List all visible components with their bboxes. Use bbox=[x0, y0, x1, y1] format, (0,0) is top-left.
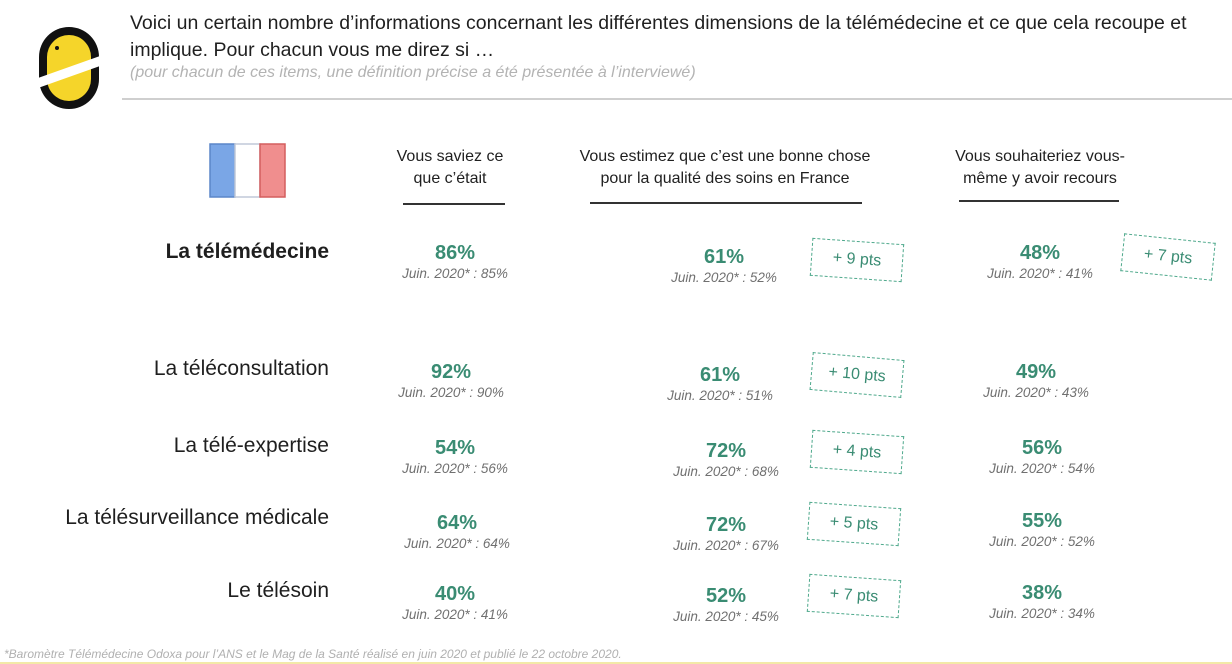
header-divider bbox=[122, 98, 1232, 100]
column-header-knowledge: Vous saviez ce que c’était bbox=[396, 148, 504, 187]
cell-knowledge: 64% Juin. 2020* : 64% bbox=[357, 511, 557, 552]
delta-badge: + 7 pts bbox=[806, 573, 902, 619]
percentage-value: 61% bbox=[699, 364, 741, 386]
column-header-rule bbox=[403, 203, 505, 205]
delta-badge: + 10 pts bbox=[809, 352, 905, 398]
column-header-usage: Vous souhaiteriez vous-même y avoir reco… bbox=[955, 148, 1125, 187]
percentage-value: 61% bbox=[703, 246, 745, 268]
previous-value: Juin. 2020* : 54% bbox=[989, 461, 1095, 476]
previous-value: Juin. 2020* : 85% bbox=[402, 266, 508, 281]
cell-usage: 55% Juin. 2020* : 52% bbox=[942, 509, 1142, 550]
percentage-value: 40% bbox=[434, 583, 476, 605]
cell-usage: 49% Juin. 2020* : 43% bbox=[936, 360, 1136, 401]
column-header-quality: Vous estimez que c’est une bonne chose p… bbox=[579, 148, 871, 187]
delta-badge: + 4 pts bbox=[809, 429, 905, 475]
survey-note: (pour chacun de ces items, une définitio… bbox=[130, 64, 696, 81]
percentage-value: 92% bbox=[430, 361, 472, 383]
survey-question: Voici un certain nombre d’informations c… bbox=[130, 12, 1187, 61]
odoxa-logo-icon bbox=[38, 27, 100, 109]
percentage-value: 64% bbox=[436, 512, 478, 534]
cell-knowledge: 92% Juin. 2020* : 90% bbox=[351, 360, 551, 401]
previous-value: Juin. 2020* : 68% bbox=[673, 464, 779, 479]
previous-value: Juin. 2020* : 52% bbox=[989, 534, 1095, 549]
cell-quality: 52% Juin. 2020* : 45% bbox=[626, 584, 826, 625]
previous-value: Juin. 2020* : 45% bbox=[673, 609, 779, 624]
previous-value: Juin. 2020* : 41% bbox=[402, 607, 508, 622]
cell-knowledge: 54% Juin. 2020* : 56% bbox=[355, 436, 555, 477]
percentage-value: 49% bbox=[1015, 361, 1057, 383]
cell-usage: 56% Juin. 2020* : 54% bbox=[942, 436, 1142, 477]
percentage-value: 86% bbox=[434, 242, 476, 264]
cell-usage: 48% Juin. 2020* : 41% bbox=[940, 241, 1140, 282]
percentage-value: 72% bbox=[705, 440, 747, 462]
row-label: La télésurveillance médicale bbox=[65, 506, 329, 529]
cell-knowledge: 86% Juin. 2020* : 85% bbox=[355, 241, 555, 282]
previous-value: Juin. 2020* : 43% bbox=[983, 385, 1089, 400]
french-flag-icon bbox=[209, 143, 286, 198]
cell-knowledge: 40% Juin. 2020* : 41% bbox=[355, 582, 555, 623]
delta-badge: + 9 pts bbox=[809, 237, 905, 283]
footer-divider bbox=[0, 662, 1232, 664]
previous-value: Juin. 2020* : 67% bbox=[673, 538, 779, 553]
previous-value: Juin. 2020* : 41% bbox=[987, 266, 1093, 281]
delta-badge: + 5 pts bbox=[806, 501, 902, 547]
cell-quality: 61% Juin. 2020* : 52% bbox=[624, 245, 824, 286]
previous-value: Juin. 2020* : 64% bbox=[404, 536, 510, 551]
percentage-value: 55% bbox=[1021, 510, 1063, 532]
row-label: La téléconsultation bbox=[153, 357, 329, 380]
previous-value: Juin. 2020* : 56% bbox=[402, 461, 508, 476]
percentage-value: 72% bbox=[705, 514, 747, 536]
row-label: La télé-expertise bbox=[173, 434, 329, 457]
row-label: La télémédecine bbox=[165, 240, 329, 263]
column-header-rule bbox=[959, 200, 1119, 202]
cell-quality: 61% Juin. 2020* : 51% bbox=[620, 363, 820, 404]
cell-quality: 72% Juin. 2020* : 67% bbox=[626, 513, 826, 554]
percentage-value: 48% bbox=[1019, 242, 1061, 264]
row-label: Le télésoin bbox=[227, 579, 329, 602]
column-header-rule bbox=[590, 202, 862, 204]
cell-usage: 38% Juin. 2020* : 34% bbox=[942, 581, 1142, 622]
footnote: *Baromètre Télémédecine Odoxa pour l’ANS… bbox=[4, 647, 622, 661]
percentage-value: 54% bbox=[434, 437, 476, 459]
percentage-value: 38% bbox=[1021, 582, 1063, 604]
percentage-value: 52% bbox=[705, 585, 747, 607]
previous-value: Juin. 2020* : 90% bbox=[398, 385, 504, 400]
cell-quality: 72% Juin. 2020* : 68% bbox=[626, 439, 826, 480]
previous-value: Juin. 2020* : 51% bbox=[667, 388, 773, 403]
percentage-value: 56% bbox=[1021, 437, 1063, 459]
previous-value: Juin. 2020* : 52% bbox=[671, 270, 777, 285]
previous-value: Juin. 2020* : 34% bbox=[989, 606, 1095, 621]
